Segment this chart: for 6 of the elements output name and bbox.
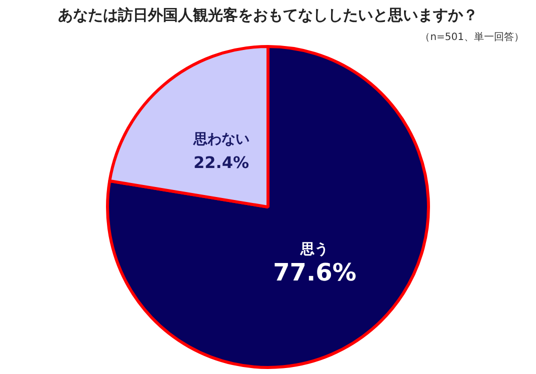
data-label: 22.4%	[194, 153, 250, 172]
text: （n=501、単一回答）	[420, 31, 524, 44]
slice-label: 思わない	[192, 132, 250, 148]
data-label: 77.6%	[273, 258, 356, 286]
slice-label: 思う	[300, 242, 329, 258]
chart-title: あなたは訪日外国人観光客をおもてなししたいと思いますか？	[57, 6, 479, 25]
